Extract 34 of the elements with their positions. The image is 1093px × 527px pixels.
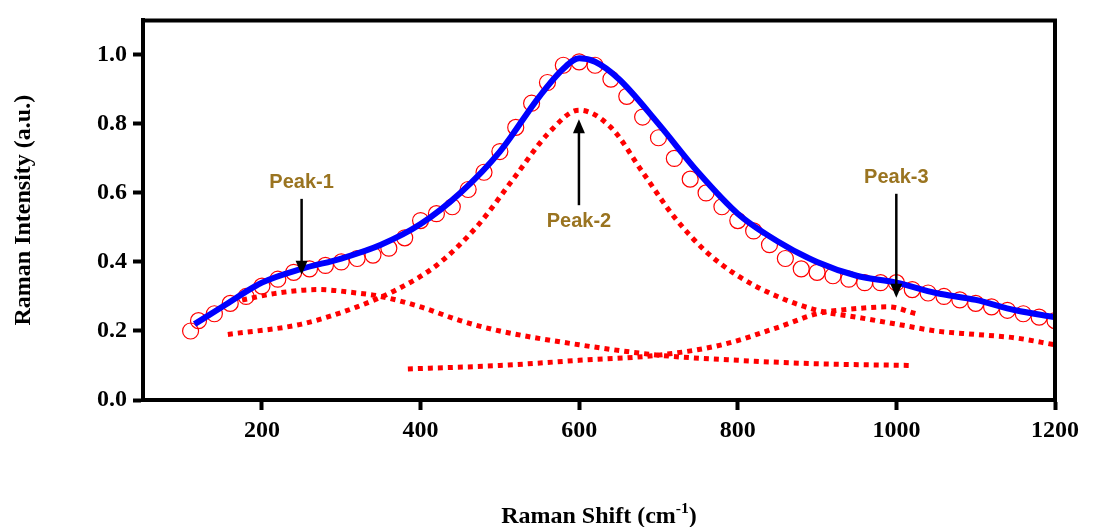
point — [538, 73, 557, 92]
y-tick-label: 0.6 — [97, 178, 127, 205]
point — [411, 211, 430, 230]
point — [181, 322, 200, 340]
point — [776, 249, 794, 268]
annotation: Peak-3 — [864, 165, 929, 188]
x-tick-label: 600 — [561, 415, 598, 442]
annotation: Peak-2 — [546, 208, 612, 231]
point — [792, 260, 810, 278]
point — [475, 163, 493, 181]
point — [1030, 308, 1048, 326]
y-tick-label: 1.0 — [97, 40, 127, 67]
point — [459, 180, 477, 199]
y-tick-label: 0.0 — [97, 385, 127, 412]
x-tick-label: 1000 — [872, 415, 921, 442]
x-tick-label: 400 — [402, 415, 439, 442]
point — [522, 94, 541, 112]
point — [491, 142, 509, 161]
point — [554, 56, 572, 74]
point — [285, 263, 303, 281]
x-tick-label: 200 — [243, 415, 280, 442]
x-tick-label: 1200 — [1031, 415, 1079, 442]
point — [221, 294, 239, 312]
y-tick-label: 0.4 — [97, 247, 127, 274]
point — [887, 274, 905, 292]
y-tick-label: 0.8 — [97, 109, 127, 136]
point — [189, 312, 208, 330]
y-axis-title: Raman Intensity (a.u.) — [9, 94, 35, 326]
point — [269, 270, 287, 288]
point — [507, 118, 525, 136]
annotation: Peak-1 — [269, 170, 334, 193]
point — [681, 170, 699, 188]
x-tick-label: 800 — [719, 415, 756, 442]
y-tick-label: 0.2 — [97, 316, 127, 343]
